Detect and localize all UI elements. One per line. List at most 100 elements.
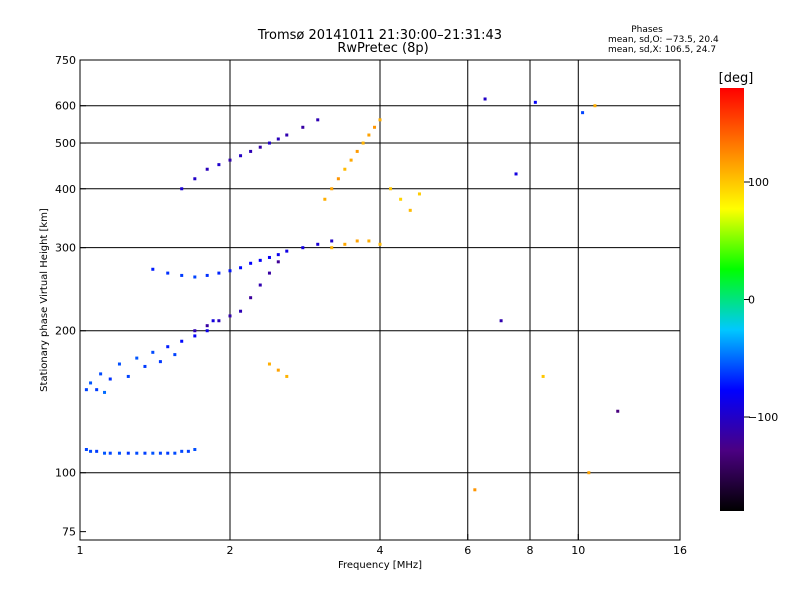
- data-point: [267, 255, 271, 259]
- data-point: [143, 364, 147, 368]
- data-point: [117, 362, 121, 366]
- colorbar-gradient: [720, 88, 744, 511]
- chart-title: Tromsø 20141011 21:30:00–21:31:43: [257, 28, 502, 43]
- data-point: [89, 381, 93, 385]
- data-point: [276, 253, 280, 257]
- data-point: [151, 451, 155, 455]
- colorbar-tick-label: 0: [748, 294, 755, 307]
- data-point: [180, 273, 184, 277]
- data-point: [205, 324, 209, 328]
- data-point: [533, 100, 537, 104]
- data-point: [205, 329, 209, 333]
- data-point: [228, 314, 232, 318]
- data-point: [417, 192, 421, 196]
- data-point: [285, 249, 289, 253]
- data-point: [285, 133, 289, 137]
- chart-subtitle: RwPretec (8p): [337, 41, 428, 56]
- data-point: [276, 368, 280, 372]
- data-point: [239, 309, 243, 313]
- data-point: [166, 451, 170, 455]
- data-point: [378, 118, 382, 122]
- data-point: [355, 239, 359, 243]
- data-point: [301, 246, 305, 250]
- data-point: [330, 246, 334, 250]
- data-point: [267, 141, 271, 145]
- data-point: [193, 177, 197, 181]
- data-point: [343, 167, 347, 171]
- y-tick-label: 100: [55, 467, 76, 480]
- data-point: [316, 242, 320, 246]
- colorbar-ticks: 100 0 −100: [744, 176, 778, 424]
- data-point: [228, 269, 232, 273]
- data-point: [239, 266, 243, 270]
- data-point: [276, 137, 280, 141]
- data-point: [249, 149, 253, 153]
- y-axis: 75 100 200 300 400 500 600 750: [55, 54, 86, 539]
- stats-line-o: mean, sd,O: −73.5, 20.4: [608, 35, 719, 45]
- data-point: [217, 163, 221, 167]
- data-point: [99, 372, 103, 376]
- data-point: [158, 360, 162, 364]
- x-tick-label: 6: [464, 544, 471, 557]
- data-point: [193, 275, 197, 279]
- data-point: [84, 388, 88, 392]
- y-tick-label: 500: [55, 137, 76, 150]
- data-point: [103, 451, 107, 455]
- data-point: [217, 319, 221, 323]
- y-tick-label: 300: [55, 242, 76, 255]
- x-tick-label: 8: [527, 544, 534, 557]
- data-point: [276, 260, 280, 264]
- data-point: [211, 319, 215, 323]
- data-point: [95, 449, 99, 453]
- data-point: [108, 377, 112, 381]
- data-point: [378, 242, 382, 246]
- data-point: [103, 390, 107, 394]
- data-point: [95, 388, 99, 392]
- x-axis-label: Frequency [MHz]: [338, 560, 422, 571]
- data-point: [84, 447, 88, 451]
- x-tick-label: 2: [227, 544, 234, 557]
- data-point: [301, 125, 305, 129]
- data-point: [258, 283, 262, 287]
- data-point: [166, 345, 170, 349]
- data-point: [186, 449, 190, 453]
- colorbar-unit: [deg]: [719, 71, 754, 86]
- stats-line-x: mean, sd,X: 106.5, 24.7: [608, 45, 716, 55]
- data-point: [126, 451, 130, 455]
- data-point: [205, 273, 209, 277]
- data-point: [193, 329, 197, 333]
- y-tick-label: 750: [55, 54, 76, 67]
- data-points: [84, 97, 620, 492]
- data-point: [173, 451, 177, 455]
- data-point: [316, 118, 320, 122]
- data-point: [217, 271, 221, 275]
- data-point: [193, 447, 197, 451]
- x-axis: 1 2 4 6 8 10 16: [77, 534, 687, 557]
- data-point: [330, 187, 334, 191]
- data-point: [541, 374, 545, 378]
- data-point: [616, 409, 620, 413]
- data-point: [180, 449, 184, 453]
- data-point: [514, 172, 518, 176]
- data-point: [249, 296, 253, 300]
- data-point: [343, 242, 347, 246]
- data-point: [108, 451, 112, 455]
- data-point: [361, 141, 365, 145]
- data-point: [89, 449, 93, 453]
- colorbar-tick-label: 100: [748, 176, 769, 189]
- data-point: [126, 374, 130, 378]
- data-point: [158, 451, 162, 455]
- data-point: [135, 451, 139, 455]
- data-point: [336, 177, 340, 181]
- data-point: [151, 267, 155, 271]
- data-point: [180, 339, 184, 343]
- y-tick-label: 200: [55, 325, 76, 338]
- data-point: [117, 451, 121, 455]
- data-point: [151, 350, 155, 354]
- data-point: [355, 149, 359, 153]
- data-point: [389, 187, 393, 191]
- data-point: [349, 158, 353, 162]
- x-tick-label: 16: [673, 544, 687, 557]
- data-point: [249, 261, 253, 265]
